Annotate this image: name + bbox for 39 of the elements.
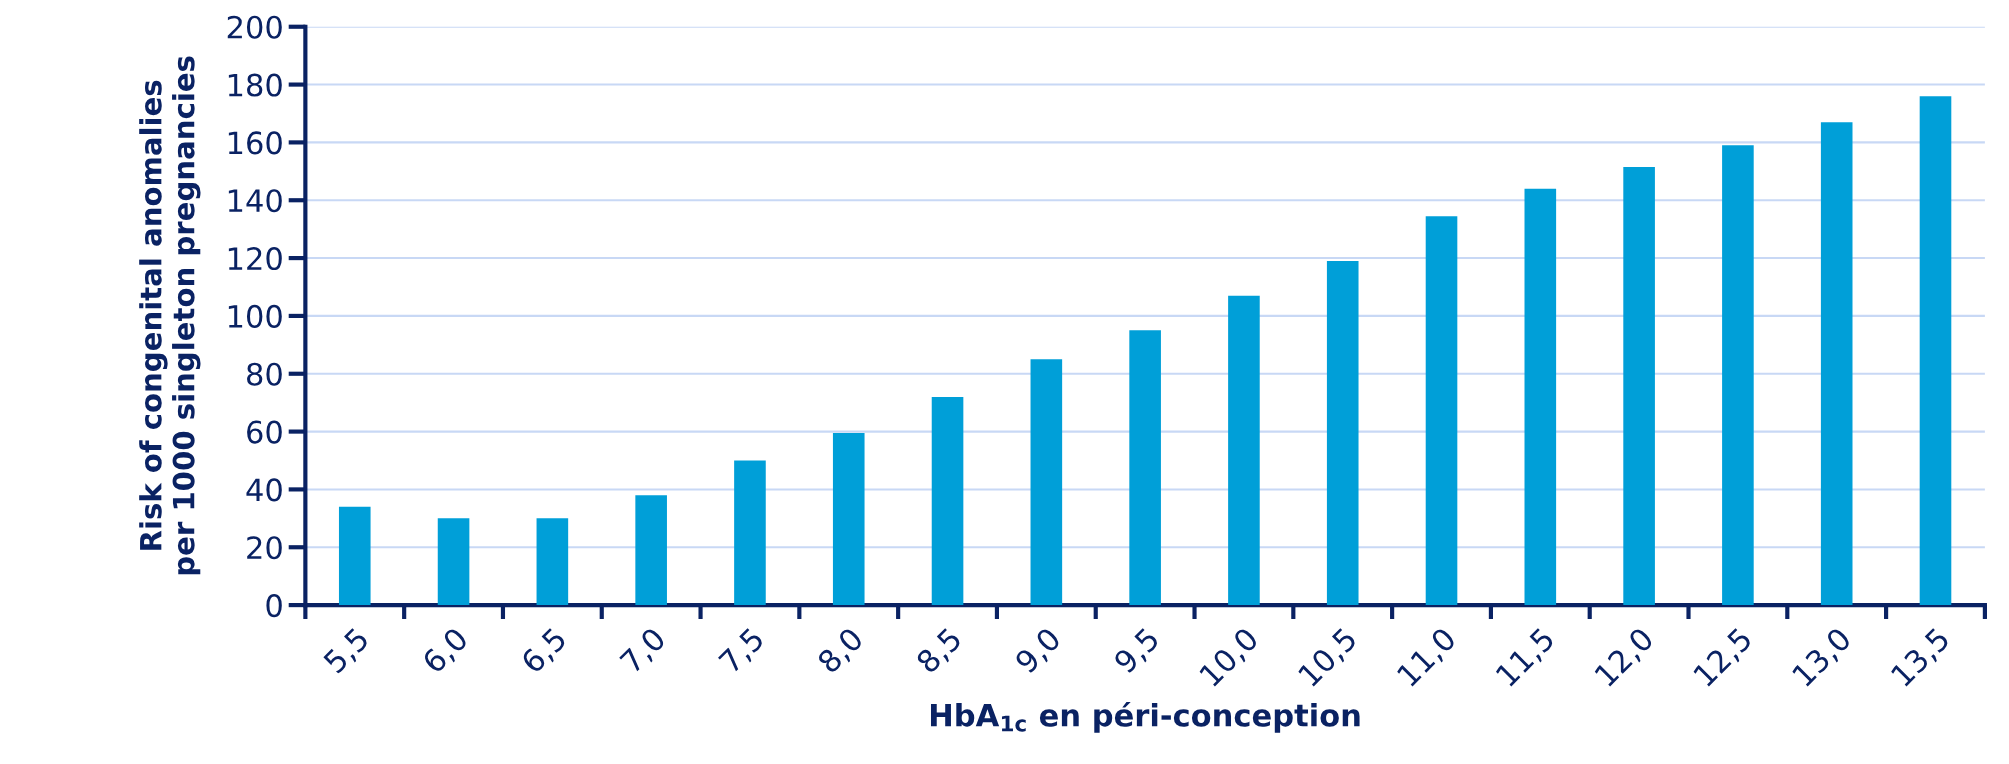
y-tick-label: 0 — [266, 594, 282, 618]
bar — [338, 506, 371, 606]
y-tick-label: 60 — [247, 420, 282, 444]
x-tick-label: 9,0 — [1013, 626, 1064, 677]
x-tick-label: 8,5 — [915, 626, 965, 677]
x-axis-title: HbA$_{1c}$ en péri-conception — [930, 701, 1360, 733]
y-tick-label: 160 — [228, 131, 282, 155]
y-tick-label: 140 — [228, 189, 282, 213]
bar — [1722, 145, 1754, 606]
bar — [1129, 330, 1161, 606]
bar — [1919, 96, 1952, 606]
bar — [1326, 260, 1359, 606]
bar — [1030, 359, 1063, 606]
y-tick-label: 180 — [228, 73, 282, 97]
bar — [1623, 166, 1655, 606]
bar — [1425, 216, 1458, 606]
x-tick-label: 5,5 — [322, 627, 372, 677]
bar — [1524, 188, 1557, 606]
bar — [1228, 295, 1260, 606]
bar — [931, 396, 964, 606]
x-tick-label: 7,0 — [618, 626, 669, 677]
bar — [437, 518, 470, 606]
y-tick-label: 100 — [228, 304, 282, 328]
bar — [1820, 122, 1853, 606]
y-tick-label: 200 — [227, 15, 282, 39]
x-tick-label: 7,5 — [718, 627, 767, 677]
bar — [734, 460, 766, 606]
y-tick-label: 20 — [247, 536, 282, 560]
y-tick-label: 80 — [247, 362, 282, 386]
bar — [832, 433, 865, 606]
y-tick-label: 40 — [246, 478, 282, 502]
bar — [635, 495, 667, 606]
x-tick-label: 9,5 — [1112, 626, 1163, 677]
x-tick-label: 8,0 — [816, 626, 867, 677]
bar — [536, 518, 569, 606]
y-tick-label: 120 — [228, 247, 282, 271]
y-axis-title: Risk of congenital anomalies per 1000 singleton pregnancies — [139, 56, 201, 575]
x-tick-label: 6,0 — [421, 626, 472, 677]
x-tick-label: 6,5 — [519, 626, 570, 677]
